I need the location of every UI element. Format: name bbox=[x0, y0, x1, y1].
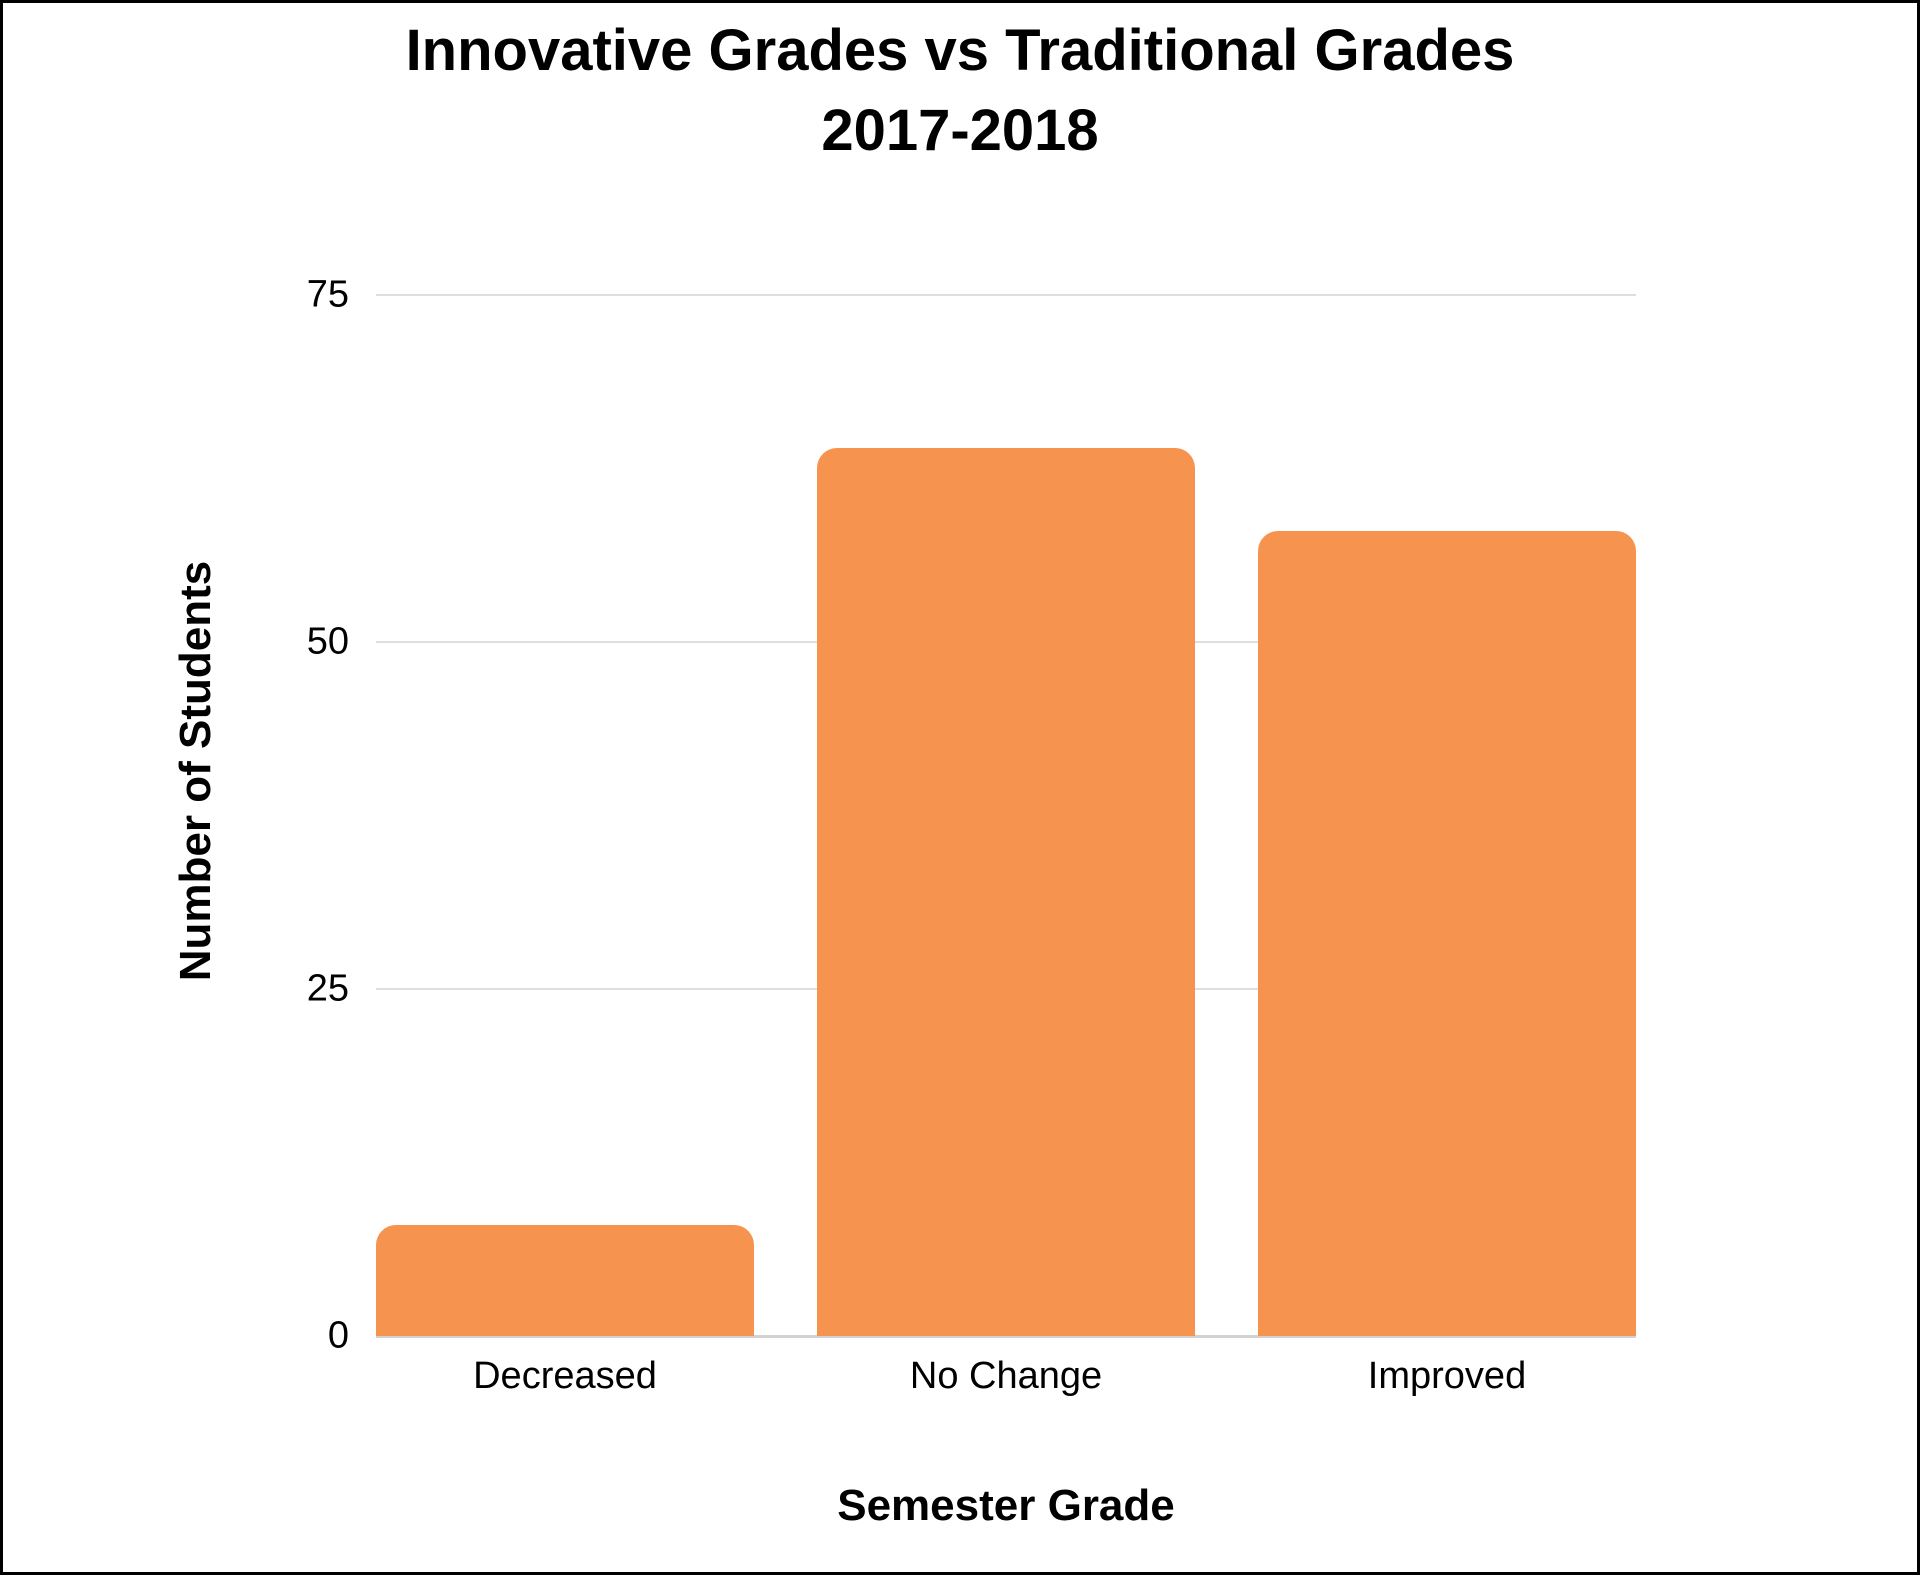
bar-no-change bbox=[817, 447, 1195, 1336]
x-axis-baseline bbox=[376, 1335, 1636, 1338]
bar-improved bbox=[1258, 530, 1636, 1336]
y-tick-label-50: 50 bbox=[306, 620, 349, 663]
plot-area bbox=[376, 294, 1636, 1338]
bar-decreased bbox=[376, 1224, 754, 1336]
gridline-75 bbox=[376, 294, 1636, 296]
x-axis-title: Semester Grade bbox=[837, 1481, 1175, 1530]
x-category-label-no-change: No Change bbox=[909, 1355, 1103, 1397]
chart-title: Innovative Grades vs Traditional Grades … bbox=[3, 11, 1917, 171]
chart-title-line2: 2017-2018 bbox=[821, 98, 1099, 163]
y-tick-label-0: 0 bbox=[327, 1314, 349, 1357]
y-tick-label-25: 25 bbox=[306, 967, 349, 1010]
x-category-label-decreased: Decreased bbox=[473, 1355, 657, 1397]
y-tick-label-75: 75 bbox=[306, 273, 349, 316]
chart-title-line1: Innovative Grades vs Traditional Grades bbox=[405, 18, 1515, 83]
x-category-label-improved: Improved bbox=[1367, 1355, 1527, 1397]
